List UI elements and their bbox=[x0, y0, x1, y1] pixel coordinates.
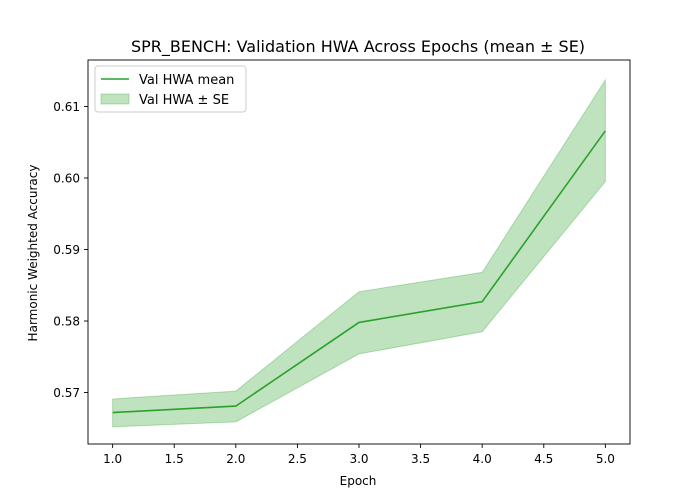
x-tick-label: 3.0 bbox=[349, 452, 368, 466]
plot-area bbox=[87, 59, 631, 445]
y-axis: 0.57 0.58 0.59 0.60 0.61 bbox=[53, 100, 88, 400]
legend: Val HWA mean Val HWA ± SE bbox=[94, 65, 247, 113]
y-tick-label: 0.60 bbox=[53, 171, 80, 185]
y-axis-title: Harmonic Weighted Accuracy bbox=[26, 165, 40, 342]
legend-frame bbox=[94, 65, 247, 113]
legend-mean-label: Val HWA mean bbox=[139, 73, 234, 88]
x-axis-title: Epoch bbox=[340, 474, 377, 488]
legend-band-swatch bbox=[100, 93, 130, 105]
x-tick-label: 3.5 bbox=[411, 452, 430, 466]
mean-line bbox=[112, 130, 607, 414]
axes-background bbox=[88, 60, 630, 444]
x-axis: 1.0 1.5 2.0 2.5 3.0 3.5 4.0 4.5 5.0 bbox=[103, 444, 615, 466]
chart-title: SPR_BENCH: Validation HWA Across Epochs … bbox=[131, 37, 585, 57]
x-tick-label: 2.0 bbox=[226, 452, 245, 466]
y-tick-label: 0.61 bbox=[53, 100, 80, 114]
y-tick-label: 0.59 bbox=[53, 243, 80, 257]
se-band bbox=[112, 78, 606, 428]
y-tick-label: 0.58 bbox=[53, 315, 80, 329]
x-tick-label: 1.0 bbox=[103, 452, 122, 466]
legend-band-label: Val HWA ± SE bbox=[139, 93, 229, 108]
x-tick-label: 4.5 bbox=[534, 452, 553, 466]
y-tick-label: 0.57 bbox=[53, 386, 80, 400]
x-tick-label: 4.0 bbox=[473, 452, 492, 466]
x-tick-label: 2.5 bbox=[288, 452, 307, 466]
x-tick-label: 5.0 bbox=[596, 452, 615, 466]
x-tick-label: 1.5 bbox=[165, 452, 184, 466]
